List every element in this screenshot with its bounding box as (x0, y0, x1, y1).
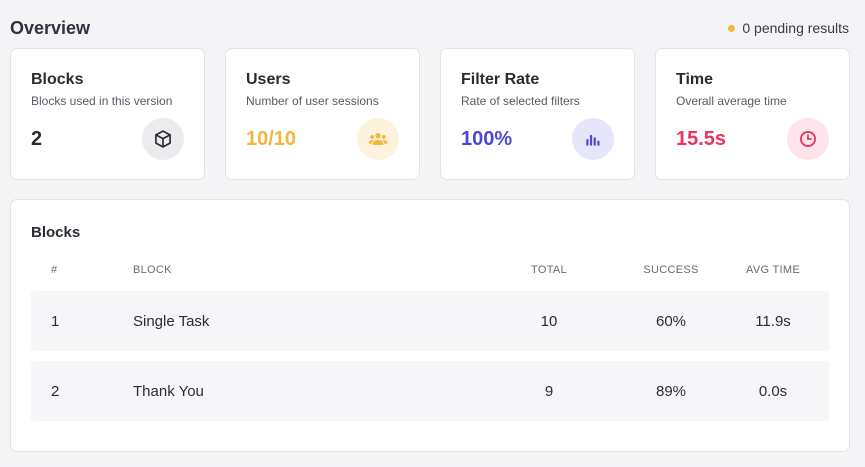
clock-icon (787, 118, 829, 160)
page-title: Overview (10, 17, 91, 38)
pending-status-dot-icon (728, 24, 736, 32)
card-value: 100% (461, 128, 513, 150)
column-header-avg-time: AVG TIME (746, 264, 800, 276)
row-number: 1 (51, 312, 60, 330)
card-title: Blocks (31, 71, 84, 88)
card-subtitle: Rate of selected filters (461, 94, 580, 108)
column-header-block: BLOCK (133, 264, 172, 276)
card-subtitle: Blocks used in this version (31, 94, 173, 108)
row-avg-time: 0.0s (758, 382, 788, 400)
blocks-panel: Blocks # BLOCK TOTAL SUCCESS AVG TIME 1 … (10, 199, 850, 452)
card-title: Users (246, 71, 291, 88)
pending-results-label: 0 pending results (742, 20, 849, 36)
table-row[interactable]: 1 Single Task 10 60% 11.9s (31, 291, 829, 351)
row-avg-time: 11.9s (755, 312, 791, 330)
table-body: 1 Single Task 10 60% 11.9s 2 Thank You 9… (31, 291, 829, 431)
column-header-total: TOTAL (531, 264, 567, 276)
row-block-name: Single Task (133, 312, 210, 330)
bar-chart-icon (572, 118, 614, 160)
pending-results-status: 0 pending results (728, 20, 849, 36)
card-subtitle: Number of user sessions (246, 94, 379, 108)
stat-card-blocks: Blocks Blocks used in this version 2 (10, 48, 205, 180)
card-value: 2 (31, 128, 43, 150)
row-block-name: Thank You (133, 382, 204, 400)
row-total: 10 (540, 312, 558, 330)
row-success: 89% (655, 382, 687, 400)
card-subtitle: Overall average time (676, 94, 787, 108)
stat-card-filter-rate: Filter Rate Rate of selected filters 100… (440, 48, 635, 180)
row-total: 9 (544, 382, 554, 400)
column-header-success: SUCCESS (643, 264, 699, 276)
row-success: 60% (655, 312, 687, 330)
overview-header: Overview 0 pending results (10, 16, 849, 40)
users-icon (357, 118, 399, 160)
row-number: 2 (51, 382, 60, 400)
table-header: # BLOCK TOTAL SUCCESS AVG TIME (31, 262, 829, 278)
card-title: Time (676, 71, 714, 88)
stat-card-time: Time Overall average time 15.5s (655, 48, 850, 180)
blocks-section-title: Blocks (31, 224, 81, 241)
card-value: 10/10 (246, 128, 297, 150)
column-header-number: # (51, 264, 58, 276)
card-value: 15.5s (676, 128, 727, 150)
stat-card-users: Users Number of user sessions 10/10 (225, 48, 420, 180)
cube-icon (142, 118, 184, 160)
table-row[interactable]: 2 Thank You 9 89% 0.0s (31, 361, 829, 421)
card-title: Filter Rate (461, 71, 540, 88)
